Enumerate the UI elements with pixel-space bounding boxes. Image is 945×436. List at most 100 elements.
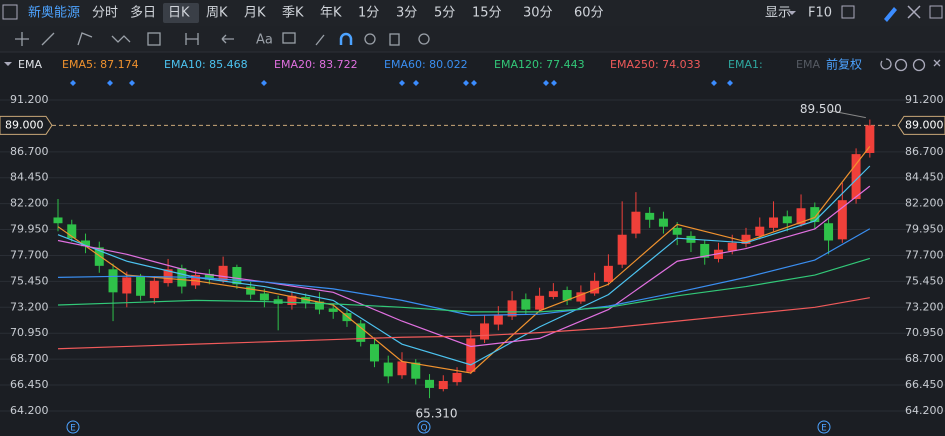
period-button[interactable]: 15分 [472, 6, 502, 21]
period-button[interactable]: 周K [206, 6, 228, 21]
toolbar-bg [0, 0, 945, 26]
y-tick-label-right: 79.950 [905, 223, 944, 236]
move-tool[interactable] [15, 32, 29, 46]
candle-body [108, 269, 118, 293]
y-tick-label-left: 79.950 [10, 223, 49, 236]
text-tool-label[interactable]: Aa [256, 33, 273, 48]
pen-icon[interactable] [884, 7, 897, 22]
candle-body [287, 295, 297, 305]
line-tool[interactable] [41, 32, 55, 46]
fullscreen-icon[interactable] [907, 5, 921, 19]
comment-tool[interactable] [282, 32, 296, 44]
candle-body [631, 211, 641, 234]
range-tool[interactable] [185, 33, 199, 45]
candle-body [576, 292, 586, 302]
legend-entry: EMA60: 80.022 [384, 58, 468, 71]
zoom-out-icon[interactable] [912, 58, 926, 72]
candle-body [590, 280, 600, 294]
reset-icon[interactable] [880, 58, 892, 70]
checkbox[interactable] [841, 5, 855, 19]
candle-body [865, 125, 875, 153]
candle-body [53, 217, 63, 224]
candle-body [507, 300, 517, 317]
candle-body [548, 291, 558, 297]
candle-body [356, 323, 366, 342]
indicator-arrow [4, 62, 12, 66]
candle-body [328, 308, 338, 312]
event-marker[interactable] [817, 420, 831, 434]
candle-body [466, 338, 476, 372]
y-tick-label-right: 82.200 [905, 197, 944, 210]
ema-line [57, 257, 871, 313]
channel-tool[interactable] [77, 32, 93, 46]
candle-body [259, 293, 269, 301]
legend-entry: EMA250: 74.033 [610, 58, 701, 71]
legend-entry: EMA10: 85.468 [164, 58, 248, 71]
period-button[interactable]: 60分 [574, 6, 604, 21]
y-tick-label-right: 70.950 [905, 326, 944, 339]
zoom-in-icon[interactable] [894, 58, 908, 72]
event-marker[interactable] [417, 420, 431, 434]
y-tick-label-left: 82.200 [10, 197, 49, 210]
period-button[interactable]: 日K [168, 6, 190, 21]
candle-body [81, 240, 91, 247]
y-tick-label-left: 73.200 [10, 300, 49, 313]
period-button[interactable]: 3分 [396, 6, 417, 21]
y-tick-label-left: 84.450 [10, 171, 49, 184]
candle-body [218, 265, 228, 281]
event-diamond [711, 80, 717, 86]
y-tick-label-right: 66.450 [905, 378, 944, 391]
period-button[interactable]: 多日 [130, 5, 156, 21]
candle-body [369, 344, 379, 362]
event-diamond [261, 80, 267, 86]
candle-body [452, 372, 462, 383]
display-button[interactable]: 显示 [765, 6, 791, 21]
candle-body [136, 276, 146, 296]
period-button[interactable]: 1分 [358, 6, 379, 21]
window-icon[interactable] [929, 5, 943, 19]
candle-body [824, 223, 834, 241]
period-button[interactable]: 分时 [92, 6, 118, 21]
candle-body [521, 299, 531, 310]
event-diamond [107, 80, 113, 86]
candle-body [342, 313, 352, 322]
indicator-name[interactable]: EMA [18, 58, 42, 71]
stock-name[interactable]: 新奥能源 [28, 5, 80, 21]
candle-body [67, 224, 77, 239]
candle-body [493, 315, 503, 325]
wave-tool[interactable] [111, 35, 131, 43]
candle-body [411, 362, 421, 379]
y-tick-label-left: 64.200 [10, 404, 49, 417]
toggle-tool[interactable] [418, 33, 430, 45]
event-diamond [463, 80, 469, 86]
period-button[interactable]: 5分 [434, 6, 455, 21]
y-tick-label-left: 86.700 [10, 145, 49, 158]
period-button[interactable]: 年K [320, 6, 342, 21]
menu-icon[interactable] [2, 4, 18, 20]
arrow-tool[interactable] [221, 34, 234, 44]
y-tick-label-right: 68.700 [905, 352, 944, 365]
eye-tool[interactable] [364, 33, 376, 45]
period-button[interactable]: 季K [282, 6, 304, 21]
fib-tool[interactable] [147, 32, 161, 46]
close-icon[interactable] [933, 59, 941, 67]
y-tick-label-left: 91.200 [10, 93, 49, 106]
legend-entry: EMA20: 83.722 [274, 58, 358, 71]
event-marker[interactable] [66, 420, 80, 434]
erase-tool[interactable] [315, 34, 325, 46]
annotation: 65.310 [416, 407, 458, 421]
period-button[interactable]: 月K [244, 6, 266, 21]
adjust-label[interactable]: 前复权 [826, 57, 862, 72]
annotation: 89.500 [800, 102, 842, 116]
f10-button[interactable]: F10 [808, 6, 832, 21]
magnet-tool[interactable] [339, 32, 353, 45]
delete-tool[interactable] [389, 33, 400, 46]
candle-body [246, 286, 256, 295]
period-button[interactable]: 30分 [523, 6, 553, 21]
candle-body [397, 361, 407, 376]
tools-bg [0, 26, 945, 52]
candle-body [438, 381, 448, 390]
event-marker-label: E [821, 424, 827, 434]
candle-body [851, 154, 861, 200]
